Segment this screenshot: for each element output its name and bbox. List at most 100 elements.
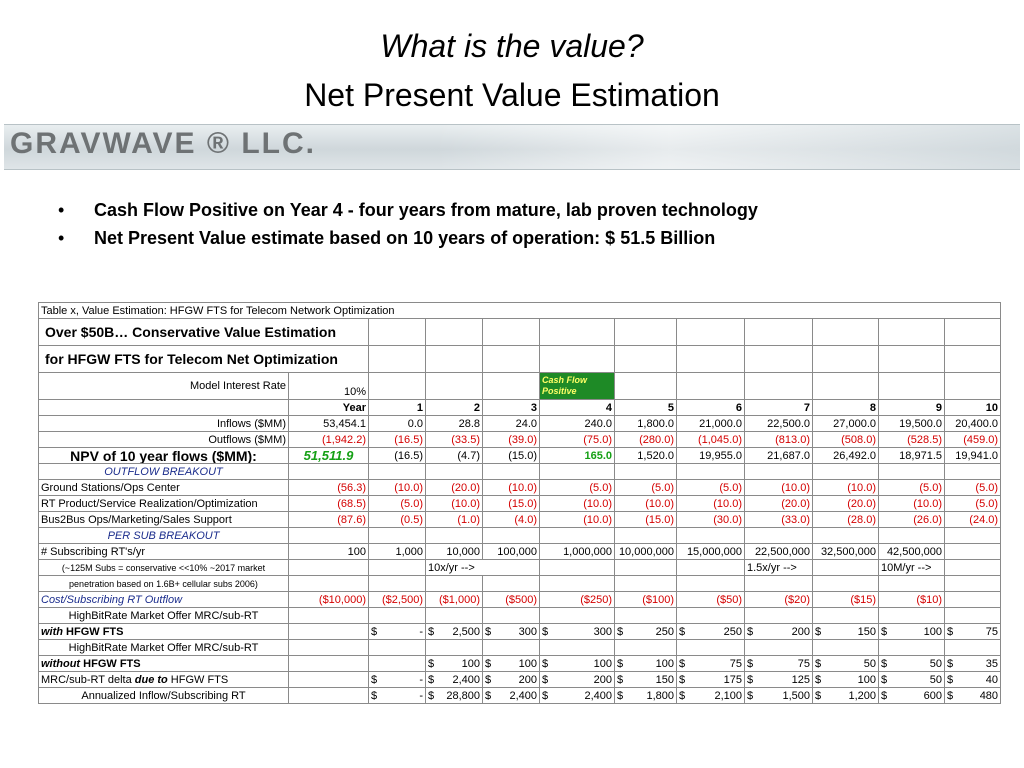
market-note-row: penetration based on 1.6B+ cellular subs… xyxy=(38,575,1002,592)
money-value: 28,800 xyxy=(446,689,480,702)
table-caption-row: Table x, Value Estimation: HFGW FTS for … xyxy=(37,302,1002,319)
money-value: 50 xyxy=(863,657,876,670)
per-sub-breakout-row: PER SUB BREAKOUT xyxy=(38,527,1002,544)
row-label: Inflows ($MM) xyxy=(38,415,289,432)
interest-rate-label: Model Interest Rate xyxy=(38,372,289,400)
table-cell: 100,000 xyxy=(482,543,540,560)
bus2bus-row: Bus2Bus Ops/Marketing/Sales Support (87.6… xyxy=(38,511,1002,528)
table-cell: (20.0) xyxy=(812,495,879,512)
money-cell: $200 xyxy=(539,671,615,688)
money-cell: $1,200 xyxy=(812,687,879,704)
money-cell: $100 xyxy=(614,655,677,672)
dollar-sign: $ xyxy=(747,625,754,638)
money-value: 100 xyxy=(518,657,537,670)
table-cell: ($50) xyxy=(676,591,745,608)
npv-row: NPV of 10 year flows ($MM): 51,511.9 (16.5… xyxy=(38,447,1002,464)
table-cell: (528.5) xyxy=(878,431,945,448)
interest-rate-value: 10% xyxy=(288,372,369,400)
rt-product-row: RT Product/Service Realization/Optimizat… xyxy=(38,495,1002,512)
table-cell: 15,000,000 xyxy=(676,543,745,560)
row-label: Outflows ($MM) xyxy=(38,431,289,448)
table-cell: (30.0) xyxy=(676,511,745,528)
table-caption: Table x, Value Estimation: HFGW FTS for … xyxy=(37,302,1002,319)
money-cell: $250 xyxy=(614,623,677,640)
dollar-sign: $ xyxy=(617,625,624,638)
row-label: # Subscribing RT's/yr xyxy=(38,543,289,560)
delta-prefix: MRC/sub-RT delta xyxy=(41,673,135,686)
money-cell: $50 xyxy=(878,671,945,688)
heading-row: Over $50B… Conservative Value Estimation xyxy=(38,318,1002,346)
table-cell: (75.0) xyxy=(539,431,615,448)
dollar-sign: $ xyxy=(485,625,492,638)
row-total xyxy=(288,687,369,704)
table-cell: (0.5) xyxy=(368,511,426,528)
delta-label: MRC/sub-RT delta due to HFGW FTS xyxy=(38,671,289,688)
cash-flow-note-line2: Positive xyxy=(542,386,577,396)
money-cell: $ - xyxy=(368,623,426,640)
table-cell: 22,500,000 xyxy=(744,543,813,560)
table-cell: 18,971.5 xyxy=(878,447,945,464)
without-word: without xyxy=(41,657,81,670)
table-cell: (10.0) xyxy=(744,479,813,496)
table-cell: (24.0) xyxy=(943,511,1002,528)
money-cell xyxy=(368,655,426,672)
dollar-sign: $ xyxy=(542,673,549,686)
money-value: 480 xyxy=(979,689,999,702)
money-cell: $100 xyxy=(425,655,483,672)
table-cell: (1.0) xyxy=(425,511,483,528)
table-cell: (508.0) xyxy=(812,431,879,448)
dollar-sign: $ xyxy=(815,657,822,670)
table-cell: 1,520.0 xyxy=(614,447,677,464)
row-label: Cost/Subscribing RT Outflow xyxy=(38,591,289,608)
table-heading-2: for HFGW FTS for Telecom Net Optimizatio… xyxy=(38,345,369,373)
dollar-sign: $ xyxy=(881,689,888,702)
table-cell: (33.5) xyxy=(425,431,483,448)
subscribers-row: # Subscribing RT's/yr 100 1,000 10,000 100,0… xyxy=(38,543,1002,560)
dollar-sign: $ xyxy=(371,689,378,702)
dollar-sign: $ xyxy=(679,673,686,686)
year-label: Year xyxy=(288,399,369,416)
year-cell: 4 xyxy=(539,399,615,416)
dollar-sign: $ xyxy=(881,673,888,686)
money-cell: $150 xyxy=(614,671,677,688)
dollar-sign: $ xyxy=(485,673,492,686)
money-value: 40 xyxy=(985,673,999,686)
money-value: 150 xyxy=(655,673,674,686)
table-cell: 10,000,000 xyxy=(614,543,677,560)
year-cell: 8 xyxy=(812,399,879,416)
money-cell: $480 xyxy=(943,687,1002,704)
money-cell: $2,400 xyxy=(425,671,483,688)
row-total: (1,942.2) xyxy=(288,431,369,448)
banner-decoration xyxy=(434,125,1020,169)
money-cell: $50 xyxy=(812,655,879,672)
money-value: 600 xyxy=(923,689,942,702)
row-total: (56.3) xyxy=(288,479,369,496)
table-cell: 21,000.0 xyxy=(676,415,745,432)
money-value: 300 xyxy=(593,625,612,638)
table-cell: 240.0 xyxy=(539,415,615,432)
money-cell: $300 xyxy=(539,623,615,640)
dollar-sign: $ xyxy=(815,689,822,702)
table-cell: 19,955.0 xyxy=(676,447,745,464)
table-cell: (4.7) xyxy=(425,447,483,464)
market-note-1: (~125M Subs = conservative <<10% ~2017 m… xyxy=(38,559,289,576)
dollar-sign: $ xyxy=(679,689,686,702)
year-row: Year 1 2 3 4 5 6 7 8 9 10 xyxy=(38,399,1002,416)
dollar-sign: $ xyxy=(428,657,435,670)
money-value: 2,400 xyxy=(584,689,612,702)
dollar-sign: $ xyxy=(747,689,754,702)
money-cell: $600 xyxy=(878,687,945,704)
value-estimation-sheet: Table x, Value Estimation: HFGW FTS for … xyxy=(37,302,1002,704)
money-cell: $100 xyxy=(482,655,540,672)
cost-per-sub-row: Cost/Subscribing RT Outflow ($10,000) ($2,… xyxy=(38,591,1002,608)
money-value: 2,400 xyxy=(452,673,480,686)
dollar-sign: $ xyxy=(371,673,378,686)
table-cell: 28.8 xyxy=(425,415,483,432)
row-total: (87.6) xyxy=(288,511,369,528)
growth-note-3: 10M/yr --> xyxy=(878,559,945,576)
dollar-sign: $ xyxy=(679,657,686,670)
money-cell: $200 xyxy=(482,671,540,688)
slide-title: What is the value? xyxy=(380,28,644,64)
money-value: 75 xyxy=(985,625,999,638)
dollar-sign: $ xyxy=(881,625,888,638)
